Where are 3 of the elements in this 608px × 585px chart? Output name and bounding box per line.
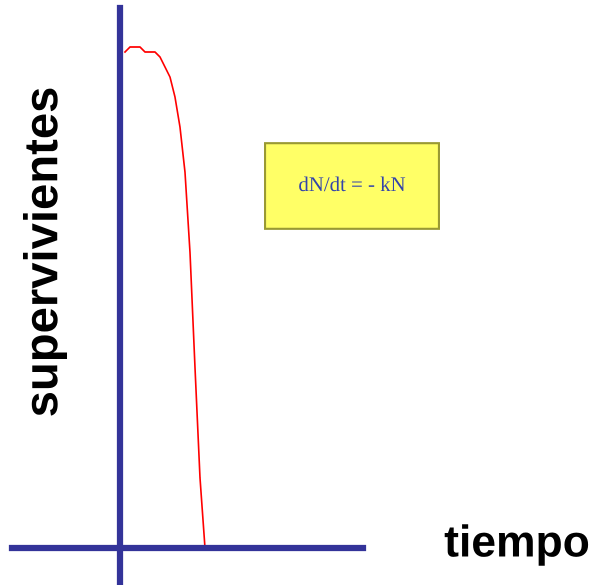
y-axis-title: supervivientes — [22, 88, 68, 416]
text: tiempo — [444, 524, 588, 566]
text: dN/dt = - kN — [299, 176, 406, 192]
